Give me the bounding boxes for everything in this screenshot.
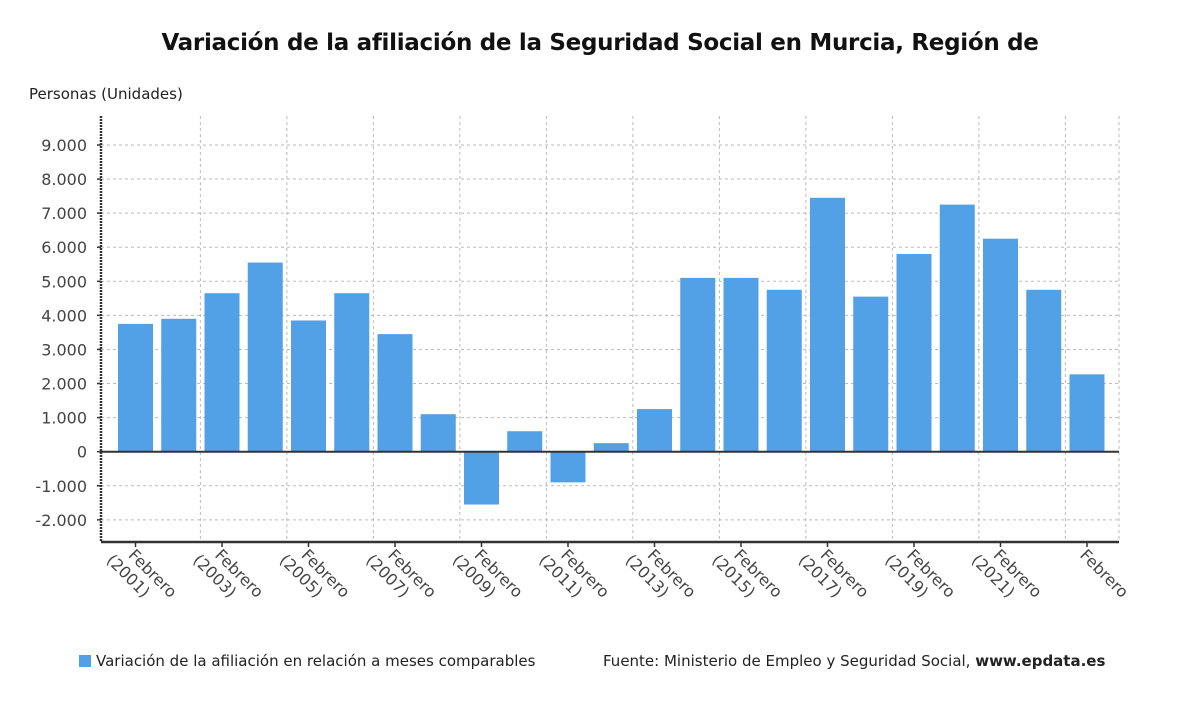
bar-2021 [983,238,1018,452]
x-tick-label: Febrero(2017) [795,545,873,601]
axes [99,116,1119,544]
bar-2008 [420,414,456,452]
y-axis-label: Personas (Unidades) [29,85,183,103]
y-tick-label: 0 [77,443,87,462]
legend-label: Variación de la afiliación en relación a… [96,652,536,670]
source-note: Fuente: Ministerio de Empleo y Seguridad… [603,652,1105,670]
chart-title: Variación de la afiliación de la Segurid… [161,30,1039,56]
bar-2019 [896,254,932,452]
bar-2005 [291,320,326,452]
y-tick-label: -1.000 [35,477,87,496]
x-axis-ticks: Febrero(2001) Febrero(2003) Febrero(2005) F… [103,542,1132,602]
bar-2004 [247,262,283,452]
y-tick-label: 2.000 [41,375,87,394]
bar-2002 [161,318,197,452]
y-tick-label: 1.000 [41,409,87,428]
x-tick-label: Febrero(2003) [189,545,267,601]
x-tick-label-month: Febrero [1076,545,1132,601]
x-tick-label: Febrero(2021) [968,545,1046,601]
y-axis-ticks: -2.000 -1.000 0 1.000 2.000 3.000 4.000 5.000 6.… [35,136,101,530]
x-tick-label: Febrero(2005) [276,545,354,601]
x-tick-label: Febrero(2007) [362,545,440,601]
bar-2001 [118,323,153,452]
y-tick-label: 9.000 [41,136,87,155]
bar-2003 [204,293,240,452]
bar-2012 [593,443,629,452]
y-tick-label: 5.000 [41,272,87,291]
y-tick-label: 4.000 [41,306,87,325]
x-tick-label: Febrero(2011) [535,545,613,601]
bar-2007 [377,334,413,452]
bar-2020 [939,204,975,452]
source-site: www.epdata.es [975,652,1106,670]
bar-2013 [637,409,672,452]
x-tick-label: Febrero(2019) [881,545,959,601]
x-tick-label: Febrero(2015) [708,545,786,601]
source-text: Fuente: Ministerio de Empleo y Seguridad… [603,652,976,670]
bars [118,197,1105,505]
bar-2011 [550,451,586,483]
bar-2022 [1026,289,1062,452]
x-tick-label: Febrero [1076,545,1132,601]
bar-2015 [723,277,759,452]
bar-2014 [680,277,716,452]
bar-2009 [464,451,499,505]
y-tick-label: 6.000 [41,238,87,257]
bar-2023 [1069,374,1105,452]
y-tick-label: 7.000 [41,204,87,223]
bar-2018 [853,296,889,452]
bar-2017 [810,197,845,452]
bar-2006 [334,293,370,452]
x-tick-label: Febrero(2013) [622,545,700,601]
legend[interactable]: Variación de la afiliación en relación a… [79,652,535,670]
bar-2010 [507,431,543,452]
y-tick-label: 8.000 [41,170,87,189]
bar-2016 [766,289,802,452]
y-tick-label: -2.000 [35,511,87,530]
x-tick-label: Febrero(2001) [103,545,181,601]
y-tick-label: 3.000 [41,340,87,359]
x-tick-label: Febrero(2009) [449,545,527,601]
legend-swatch-icon [79,655,91,667]
